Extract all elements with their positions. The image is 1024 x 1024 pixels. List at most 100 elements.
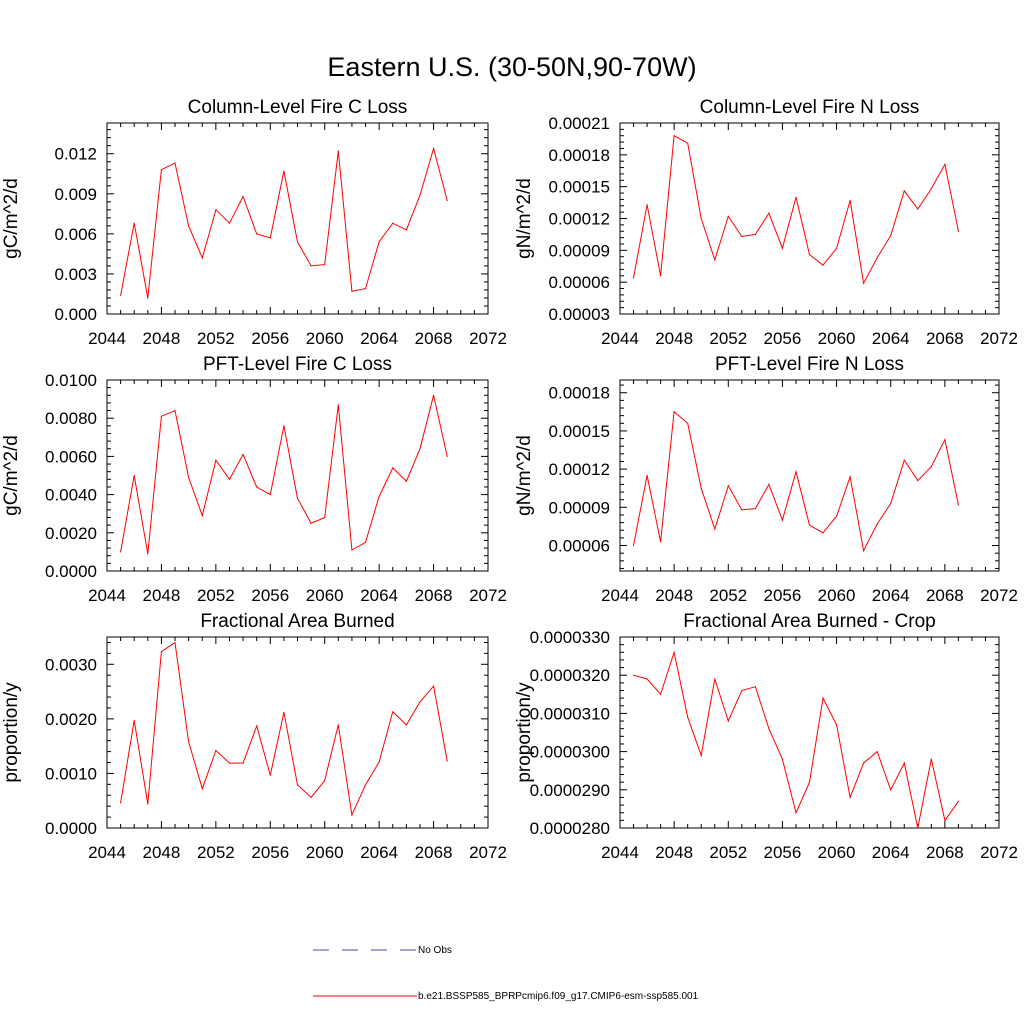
plot-frame [619, 122, 1000, 315]
x-tick-label: 2064 [360, 843, 398, 862]
panel-title: Column-Level Fire N Loss [700, 97, 920, 118]
x-tick-label: 2056 [251, 586, 289, 605]
data-point [822, 532, 824, 534]
x-tick-label: 2052 [197, 329, 235, 348]
data-point [687, 422, 689, 424]
data-point [863, 762, 865, 764]
data-point [283, 170, 285, 172]
y-axis-label: gN/m^2/d [514, 435, 535, 516]
data-point [890, 234, 892, 237]
data-point [930, 758, 932, 760]
y-tick-label: 0.0000 [45, 562, 97, 581]
y-tick-label: 0.0000310 [530, 704, 610, 723]
data-point [133, 474, 135, 477]
data-point [863, 282, 865, 284]
data-point [781, 519, 784, 521]
y-tick-label: 0.00012 [549, 210, 610, 229]
data-point [324, 264, 326, 266]
x-tick-label: 2064 [360, 329, 398, 348]
data-point [632, 544, 635, 547]
chart-panel-1: Column-Level Fire C Loss 2044 2048 2052 2056… [1, 97, 507, 348]
plot-frame [106, 379, 489, 572]
chart-panel-4: PFT-Level Fire N Loss 2044 2048 2052 2056 206… [514, 354, 1018, 605]
data-point [147, 297, 149, 299]
data-point [781, 758, 784, 760]
panel-title: PFT-Level Fire C Loss [203, 354, 392, 375]
x-tick-label: 2052 [709, 586, 747, 605]
data-point [714, 678, 716, 680]
x-tick-label: 2056 [251, 329, 289, 348]
data-point [808, 254, 811, 256]
data-point [673, 651, 675, 653]
x-tick-label: 2060 [818, 586, 856, 605]
data-point [364, 541, 367, 544]
x-tick-label: 2048 [143, 843, 181, 862]
data-point [433, 394, 435, 396]
y-tick-label: 0.0000320 [530, 666, 610, 685]
data-point [337, 150, 339, 152]
data-point [836, 724, 838, 726]
data-point [795, 812, 797, 814]
data-point [673, 411, 675, 413]
data-point [378, 241, 380, 243]
data-point [781, 247, 784, 249]
x-tick-label: 2044 [601, 329, 639, 348]
series-line [633, 650, 959, 829]
data-point [310, 796, 312, 799]
data-point [836, 515, 838, 517]
y-tick-label: 0.00015 [549, 178, 610, 197]
data-point [741, 235, 743, 238]
data-point [700, 487, 702, 489]
data-point [174, 410, 176, 412]
data-point [714, 528, 716, 530]
series-line [633, 134, 959, 285]
y-tick-label: 0.0010 [45, 764, 97, 783]
plot-frame [619, 379, 1000, 572]
chart-panel-6: Fractional Area Burned - Crop 2044 2048 205… [514, 611, 1018, 862]
data-point [944, 439, 946, 441]
data-point [673, 135, 675, 137]
x-tick-label: 2052 [197, 843, 235, 862]
x-tick-label: 2044 [88, 329, 126, 348]
x-tick-label: 2064 [872, 843, 910, 862]
data-point [351, 814, 353, 816]
panel-title: PFT-Level Fire N Loss [715, 354, 904, 375]
y-tick-label: 0.012 [54, 145, 97, 164]
data-point [147, 553, 149, 555]
data-point [917, 208, 919, 210]
y-axis-label: proportion/y [514, 682, 535, 783]
data-point [351, 290, 353, 292]
legend-label-run: b.e21.BSSP585_BPRPcmip6.f09_g17.CMIP6-es… [418, 991, 699, 1002]
y-tick-label: 0.00006 [549, 537, 610, 556]
data-point [201, 788, 203, 790]
data-point [296, 784, 299, 786]
data-point [160, 415, 162, 417]
x-tick-label: 2072 [980, 586, 1018, 605]
data-point [310, 522, 312, 524]
data-point [120, 551, 122, 553]
data-point [215, 749, 217, 752]
x-tick-label: 2044 [88, 843, 126, 862]
data-point [188, 476, 190, 478]
data-point [160, 651, 162, 653]
data-point [419, 194, 421, 196]
data-point [727, 485, 729, 487]
y-tick-label: 0.00021 [549, 114, 610, 133]
data-point [646, 204, 648, 206]
data-point [269, 237, 271, 239]
data-point [378, 761, 380, 763]
x-tick-label: 2068 [926, 329, 964, 348]
x-tick-label: 2052 [709, 843, 747, 862]
data-point [392, 467, 394, 469]
data-point [392, 711, 394, 713]
data-point [944, 819, 946, 822]
y-axis-label: gN/m^2/d [514, 178, 535, 259]
data-point [849, 199, 851, 202]
panel-title: Fractional Area Burned - Crop [683, 611, 935, 632]
x-tick-label: 2060 [818, 329, 856, 348]
main-title: Eastern U.S. (30-50N,90-70W) [327, 52, 696, 82]
x-tick-label: 2052 [197, 586, 235, 605]
data-point [646, 474, 648, 477]
data-point [957, 800, 960, 802]
